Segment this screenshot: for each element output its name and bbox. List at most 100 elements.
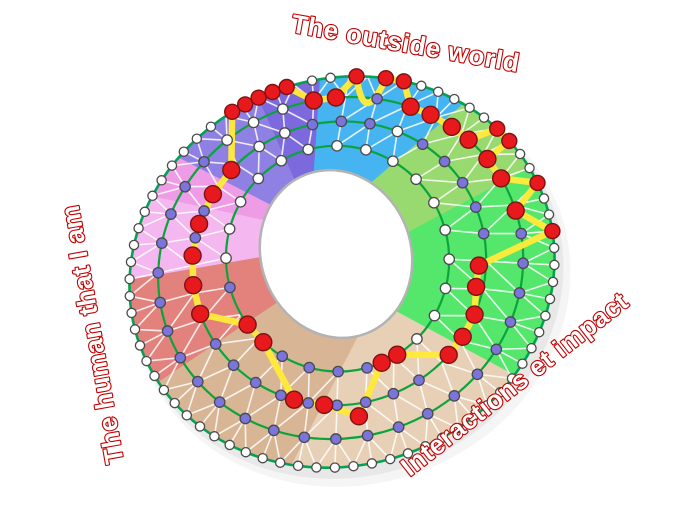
connector-line: [445, 229, 484, 235]
connector-line: [336, 123, 371, 147]
node-red: [489, 120, 506, 137]
node-purple: [387, 387, 400, 400]
node-red: [183, 246, 202, 265]
node-purple: [239, 412, 252, 425]
connector-line: [416, 178, 463, 184]
node-white: [428, 196, 440, 209]
node-red: [348, 68, 365, 85]
connector-line: [215, 337, 260, 345]
node-white: [416, 80, 427, 92]
node-white: [514, 148, 526, 160]
node-purple: [456, 176, 469, 189]
node-purple: [371, 92, 383, 105]
connector-line: [197, 364, 234, 383]
node-white: [194, 421, 206, 432]
node-red: [315, 395, 334, 415]
node-red: [469, 256, 489, 275]
donut-hole: [258, 168, 414, 340]
node-red: [529, 174, 546, 192]
node-white: [384, 453, 396, 465]
node-red: [254, 333, 273, 352]
connector-line: [273, 402, 309, 431]
node-white: [125, 256, 137, 268]
node-red: [491, 169, 511, 188]
node-white: [517, 358, 528, 369]
connector-line: [459, 340, 479, 375]
node-purple: [416, 138, 429, 151]
connector-line: [496, 347, 532, 351]
connector-line: [244, 382, 257, 419]
connector-line: [213, 417, 246, 437]
connector-line: [194, 237, 227, 259]
node-white: [302, 143, 315, 156]
connector-line: [482, 288, 520, 294]
connector-line: [519, 281, 554, 294]
node-red: [326, 88, 346, 107]
connector-line: [179, 319, 204, 359]
node-red: [453, 327, 472, 346]
node-purple: [276, 350, 289, 363]
node-purple: [361, 362, 373, 374]
node-red: [506, 201, 525, 220]
connector-line: [186, 401, 221, 417]
connector-line: [482, 288, 512, 323]
node-white: [292, 460, 304, 472]
connector-line: [255, 355, 283, 384]
node-purple: [515, 227, 528, 240]
node-white: [166, 160, 178, 171]
connector-line: [485, 260, 521, 294]
node-red: [544, 222, 561, 240]
node-white: [467, 412, 479, 423]
connector-line: [422, 133, 462, 145]
connector-line: [365, 130, 398, 151]
connector-line: [129, 272, 159, 297]
node-purple: [517, 257, 529, 270]
node-purple: [179, 180, 191, 193]
nodes: [124, 68, 561, 473]
node-white: [252, 172, 265, 185]
connector-line: [444, 206, 477, 231]
node-white: [128, 239, 140, 251]
node-white: [133, 222, 144, 234]
node-white: [443, 253, 456, 266]
node-white: [428, 309, 441, 322]
node-white: [158, 384, 170, 396]
connector-line: [194, 286, 231, 294]
node-purple: [198, 205, 210, 217]
node-white: [209, 431, 220, 442]
node-white: [387, 155, 399, 168]
node-red: [278, 78, 295, 96]
node-purple: [392, 421, 405, 433]
node-purple: [332, 365, 344, 378]
connector-line: [416, 338, 420, 381]
node-purple: [364, 117, 376, 130]
node-white: [311, 462, 322, 473]
node-purple: [438, 155, 451, 168]
connector-line: [163, 357, 181, 391]
node-white: [360, 143, 372, 156]
node-white: [543, 209, 555, 220]
node-white: [391, 125, 404, 138]
node-white: [506, 373, 518, 384]
node-white: [221, 134, 233, 146]
node-purple: [275, 389, 287, 402]
node-white: [141, 355, 152, 367]
node-purple: [191, 375, 204, 388]
node-purple: [209, 338, 222, 350]
node-white: [129, 324, 141, 335]
node-purple: [249, 376, 262, 389]
node-purple: [469, 201, 482, 213]
node-white: [432, 86, 444, 98]
node-purple: [152, 266, 165, 279]
node-white: [348, 460, 359, 472]
node-white: [306, 75, 318, 86]
node-purple: [490, 343, 503, 356]
node-red: [284, 390, 304, 409]
node-white: [253, 140, 266, 153]
connector-line: [145, 330, 169, 362]
node-red: [401, 97, 420, 116]
node-purple: [306, 118, 319, 131]
connector-line: [433, 201, 476, 208]
node-purple: [298, 431, 311, 444]
node-white: [139, 206, 151, 218]
